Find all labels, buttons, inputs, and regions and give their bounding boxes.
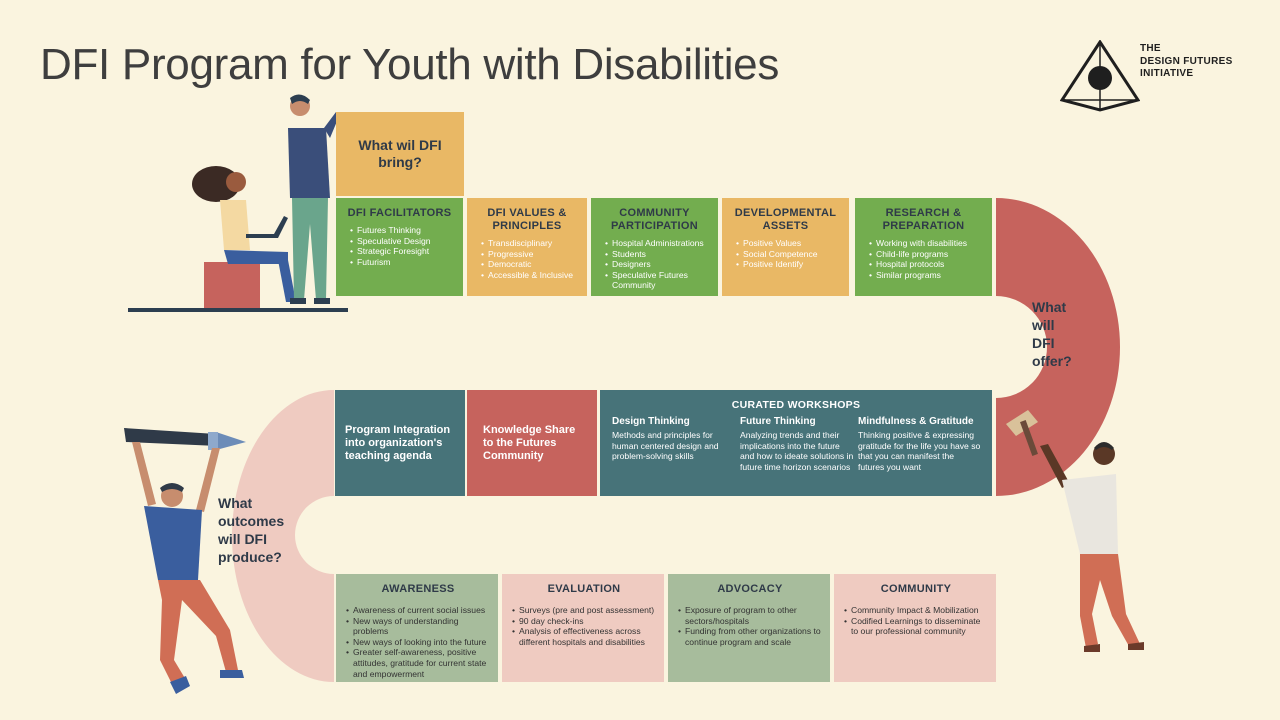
list-item: New ways of looking into the future <box>346 637 490 648</box>
list-item: Working with disabilities <box>869 238 986 249</box>
card-evaluation: EVALUATION Surveys (pre and post assessm… <box>502 574 664 682</box>
list-item: Social Competence <box>736 249 843 260</box>
list-item: Strategic Foresight <box>350 246 457 257</box>
list-item: Positive Identify <box>736 259 843 270</box>
workshop-future-thinking: Future Thinking Analyzing trends and the… <box>738 416 854 473</box>
card-title: COMMUNITY <box>880 583 952 595</box>
workshop-mindfulness-gratitude: Mindfulness & Gratitude Thinking positiv… <box>854 416 982 473</box>
list-item: Community Impact & Mobilization <box>844 605 988 616</box>
list-item: Futurism <box>350 257 457 268</box>
list-item: Speculative Design <box>350 236 457 247</box>
woman-with-laptop-illustration <box>128 166 348 312</box>
workshop-text: Thinking positive & expressing gratitude… <box>858 429 981 473</box>
list-item: Hospital protocols <box>869 259 986 270</box>
card-title: RESEARCH & PREPARATION <box>882 207 965 232</box>
page-title: DFI Program for Youth with Disabilities <box>40 40 780 89</box>
workshop-design-thinking: Design Thinking Methods and principles f… <box>608 416 738 473</box>
bring-label: What wil DFI bring? <box>358 137 442 170</box>
list-item: Analysis of effectiveness across differe… <box>512 626 656 647</box>
man-painting-illustration <box>1006 410 1144 652</box>
list-item: Democratic <box>481 259 581 270</box>
design-futures-logo: THE DESIGN FUTURES INITIATIVE <box>1060 40 1260 112</box>
list-item: Funding from other organizations to cont… <box>678 626 822 647</box>
list-item: Transdisciplinary <box>481 238 581 249</box>
standing-man-illustration <box>288 94 340 304</box>
card-research-preparation: RESEARCH & PREPARATION Working with disa… <box>855 198 992 296</box>
workshops-title: CURATED WORKSHOPS <box>731 399 861 411</box>
list-item: Speculative Futures Community <box>605 270 712 291</box>
card-list: Exposure of program to other sectors/hos… <box>678 605 822 647</box>
card-list: Surveys (pre and post assessment) 90 day… <box>512 605 656 647</box>
pyramid-eye-icon <box>1060 40 1140 112</box>
card-title: EVALUATION <box>547 583 621 595</box>
card-list: Positive Values Social Competence Positi… <box>736 238 843 270</box>
card-developmental-assets: DEVELOPMENTAL ASSETS Positive Values Soc… <box>722 198 849 296</box>
card-list: Community Impact & Mobilization Codified… <box>844 605 988 637</box>
program-integration-text: Program Integration into organization's … <box>345 424 451 462</box>
card-title: AWARENESS <box>381 583 455 595</box>
workshop-text: Analyzing trends and their implications … <box>740 429 854 473</box>
card-curated-workshops: CURATED WORKSHOPS Design Thinking Method… <box>600 390 992 496</box>
card-list: Awareness of current social issues New w… <box>346 605 490 679</box>
list-item: Futures Thinking <box>350 225 457 236</box>
list-item: Awareness of current social issues <box>346 605 490 616</box>
man-holding-pen-illustration <box>124 428 246 694</box>
list-item: Designers <box>605 259 712 270</box>
offer-label: What will DFI offer? <box>1032 299 1072 369</box>
card-list: Hospital Administrations Students Design… <box>605 238 712 291</box>
list-item: Similar programs <box>869 270 986 281</box>
card-title: COMMUNITY PARTICIPATION <box>610 207 698 232</box>
list-item: Greater self-awareness, positive attitud… <box>346 647 490 679</box>
list-item: Progressive <box>481 249 581 260</box>
card-program-integration: Program Integration into organization's … <box>335 390 465 496</box>
card-community: COMMUNITY Community Impact & Mobilizatio… <box>834 574 996 682</box>
card-community-participation: COMMUNITY PARTICIPATION Hospital Adminis… <box>591 198 718 296</box>
list-item: Codified Learnings to disseminate to our… <box>844 616 988 637</box>
knowledge-share-text: Knowledge Share to the Futures Community <box>483 424 576 462</box>
list-item: Child-life programs <box>869 249 986 260</box>
list-item: Hospital Administrations <box>605 238 712 249</box>
workshop-columns: Design Thinking Methods and principles f… <box>608 416 984 473</box>
card-list: Transdisciplinary Progressive Democratic… <box>481 238 581 280</box>
list-item: Exposure of program to other sectors/hos… <box>678 605 822 626</box>
card-title: DEVELOPMENTAL ASSETS <box>734 207 837 232</box>
card-advocacy: ADVOCACY Exposure of program to other se… <box>668 574 830 682</box>
produce-label: What outcomes will DFI produce? <box>218 495 285 565</box>
list-item: Positive Values <box>736 238 843 249</box>
card-knowledge-share: Knowledge Share to the Futures Community <box>467 390 597 496</box>
card-list: Futures Thinking Speculative Design Stra… <box>350 225 457 267</box>
workshop-title: Future Thinking <box>740 416 816 427</box>
list-item: Students <box>605 249 712 260</box>
bring-box: What wil DFI bring? <box>336 112 464 196</box>
card-title: DFI VALUES & PRINCIPLES <box>487 207 567 232</box>
list-item: New ways of understanding problems <box>346 616 490 637</box>
card-list: Working with disabilities Child-life pro… <box>869 238 986 280</box>
list-item: 90 day check-ins <box>512 616 656 627</box>
list-item: Accessible & Inclusive <box>481 270 581 281</box>
workshop-text: Methods and principles for human centere… <box>612 429 719 462</box>
card-values-principles: DFI VALUES & PRINCIPLES Transdisciplinar… <box>467 198 587 296</box>
produce-path-curve <box>232 390 334 682</box>
card-facilitators: DFI FACILITATORS Futures Thinking Specul… <box>336 198 463 296</box>
workshop-title: Design Thinking <box>612 416 690 427</box>
card-title: ADVOCACY <box>717 583 783 595</box>
card-awareness: AWARENESS Awareness of current social is… <box>336 574 498 682</box>
list-item: Surveys (pre and post assessment) <box>512 605 656 616</box>
card-title: DFI FACILITATORS <box>347 207 452 219</box>
workshop-title: Mindfulness & Gratitude <box>858 416 974 427</box>
logo-text: THE DESIGN FUTURES INITIATIVE <box>1140 43 1233 79</box>
